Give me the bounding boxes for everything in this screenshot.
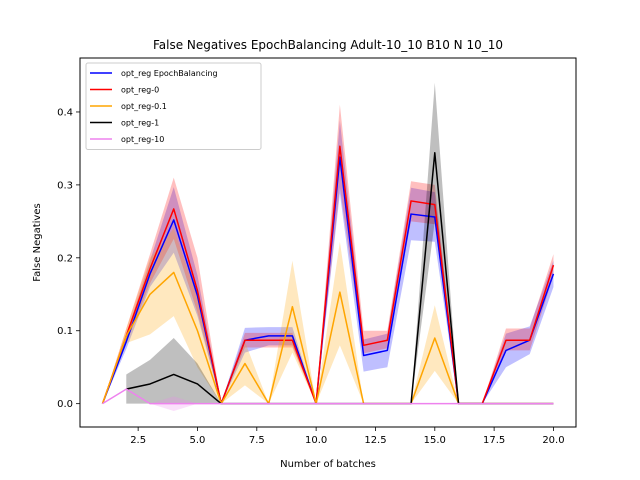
data-point-opt-reg-10 — [315, 403, 317, 405]
data-point-opt-reg-epochbalancing — [363, 355, 365, 357]
data-point-opt-reg-10 — [102, 403, 104, 405]
data-point-opt-reg-0 — [410, 200, 412, 202]
x-axis: 2.5 5.0 7.5 10.0 12.5 15.0 17.5 20.0 — [130, 427, 565, 446]
data-point-opt-reg-epochbalancing — [410, 213, 412, 215]
data-point-opt-reg-epochbalancing — [505, 349, 507, 351]
data-point-opt-reg-1 — [149, 383, 151, 385]
band-opt-reg-epochbalancing — [102, 120, 554, 404]
data-point-opt-reg-0-1 — [291, 306, 293, 308]
x-tick-label: 10.0 — [305, 435, 327, 446]
data-point-opt-reg-0 — [529, 339, 531, 341]
data-point-opt-reg-10 — [458, 403, 460, 405]
series-lines — [101, 145, 555, 405]
y-axis: 0.0 0.1 0.2 0.3 0.4 — [57, 107, 80, 410]
series-line-opt-reg-10 — [102, 388, 554, 405]
band-opt-reg-0 — [102, 104, 554, 404]
data-point-opt-reg-0-1 — [244, 363, 246, 365]
data-point-opt-reg-epochbalancing — [291, 335, 293, 337]
data-point-opt-reg-0-1 — [125, 335, 127, 337]
legend-label-opt-reg-10: opt_reg-10 — [121, 135, 164, 144]
y-tick-label: 0.3 — [57, 180, 73, 191]
y-tick-label: 0.1 — [57, 326, 73, 337]
x-tick-label: 7.5 — [249, 435, 265, 446]
legend: opt_reg EpochBalancing opt_reg-0 opt_reg-0… — [85, 62, 262, 150]
data-point-opt-reg-epochbalancing — [149, 273, 151, 275]
data-point-opt-reg-1 — [196, 383, 198, 385]
x-axis-label: Number of batches — [280, 459, 376, 470]
data-point-opt-reg-0-1 — [434, 337, 436, 339]
data-point-opt-reg-1 — [173, 373, 175, 375]
legend-label-opt-reg-epochbalancing: opt_reg EpochBalancing — [121, 69, 218, 78]
x-tick-label: 20.0 — [542, 435, 564, 446]
data-point-opt-reg-10 — [173, 403, 175, 405]
data-point-opt-reg-0 — [386, 339, 388, 341]
data-point-opt-reg-0 — [196, 290, 198, 292]
data-point-opt-reg-0 — [244, 339, 246, 341]
data-point-opt-reg-0 — [173, 208, 175, 210]
data-point-opt-reg-10 — [552, 403, 554, 405]
data-point-opt-reg-epochbalancing — [552, 273, 554, 275]
data-point-opt-reg-0 — [149, 268, 151, 270]
data-point-opt-reg-epochbalancing — [173, 219, 175, 221]
data-point-opt-reg-1 — [434, 152, 436, 154]
y-tick-label: 0.4 — [57, 107, 73, 118]
plot-frame — [79, 57, 577, 428]
data-point-opt-reg-0 — [339, 145, 341, 147]
y-tick-label: 0.0 — [57, 399, 73, 410]
data-point-opt-reg-0 — [363, 344, 365, 346]
data-point-opt-reg-10 — [434, 403, 436, 405]
data-point-opt-reg-epochbalancing — [125, 341, 127, 343]
data-point-opt-reg-10 — [339, 403, 341, 405]
data-point-opt-reg-0-1 — [173, 271, 175, 273]
data-point-opt-reg-0 — [434, 204, 436, 206]
data-point-opt-reg-0-1 — [339, 291, 341, 293]
confidence-bands — [102, 82, 554, 411]
legend-box — [85, 62, 262, 150]
data-point-opt-reg-epochbalancing — [268, 335, 270, 337]
data-point-opt-reg-10 — [386, 403, 388, 405]
data-point-opt-reg-epochbalancing — [386, 349, 388, 351]
x-tick-label: 2.5 — [130, 435, 146, 446]
chart-title: False Negatives EpochBalancing Adult-10_… — [153, 38, 503, 52]
data-point-opt-reg-10 — [125, 388, 127, 390]
data-point-opt-reg-10 — [149, 403, 151, 405]
data-point-opt-reg-10 — [196, 403, 198, 405]
data-point-opt-reg-0 — [552, 264, 554, 266]
y-tick-label: 0.2 — [57, 253, 73, 264]
data-point-opt-reg-10 — [268, 403, 270, 405]
data-point-opt-reg-0-1 — [149, 293, 151, 295]
data-point-opt-reg-10 — [363, 403, 365, 405]
data-point-opt-reg-10 — [244, 403, 246, 405]
y-axis-label: False Negatives — [32, 203, 43, 281]
data-point-opt-reg-10 — [410, 403, 412, 405]
x-tick-label: 15.0 — [424, 435, 446, 446]
data-point-opt-reg-10 — [220, 403, 222, 405]
data-point-opt-reg-10 — [529, 403, 531, 405]
data-point-opt-reg-10 — [291, 403, 293, 405]
legend-label-opt-reg-0: opt_reg-0 — [121, 86, 159, 95]
band-opt-reg-0-1 — [102, 228, 554, 404]
data-point-opt-reg-0 — [291, 339, 293, 341]
data-point-opt-reg-10 — [481, 403, 483, 405]
legend-label-opt-reg-1: opt_reg-1 — [121, 119, 159, 128]
x-tick-label: 12.5 — [364, 435, 386, 446]
legend-label-opt-reg-0-1: opt_reg-0.1 — [121, 102, 167, 111]
data-point-opt-reg-0 — [505, 339, 507, 341]
x-tick-label: 17.5 — [483, 435, 505, 446]
data-point-opt-reg-10 — [505, 403, 507, 405]
band-opt-reg-1 — [126, 82, 554, 404]
data-point-opt-reg-0-1 — [196, 330, 198, 332]
x-tick-label: 5.0 — [190, 435, 206, 446]
data-point-opt-reg-0 — [268, 339, 270, 341]
